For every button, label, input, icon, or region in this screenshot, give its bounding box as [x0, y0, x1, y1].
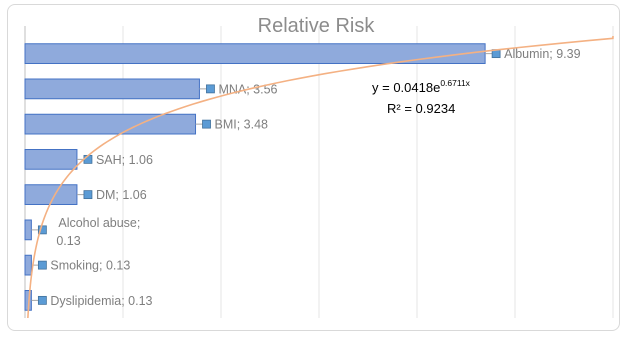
data-label: SAH; 1.06 [96, 153, 153, 167]
data-label: DM; 1.06 [96, 188, 147, 202]
data-label: BMI; 3.48 [215, 118, 269, 132]
trendline-r-squared: R² = 0.9234 [387, 101, 455, 116]
label-marker [37, 295, 47, 305]
bar-alcohol-abuse [24, 219, 32, 241]
chart-title: Relative Risk [258, 15, 376, 37]
bar-bmi [24, 113, 197, 135]
data-label: Dyslipidemia; 0.13 [50, 294, 152, 308]
gridlines [24, 26, 614, 318]
label-marker [37, 260, 47, 270]
label-marker [83, 190, 93, 200]
trendline [27, 35, 614, 319]
label-marker [202, 119, 211, 129]
bar-mna [24, 78, 200, 100]
bar-sah [24, 149, 78, 170]
data-label: Smoking; 0.13 [50, 259, 130, 273]
data-label: Alcohol abuse; 0.13 [56, 216, 140, 248]
trendline-equation: y = 0.0418e0.6711x [372, 78, 471, 95]
data-label: Albumin; 9.39 [504, 47, 580, 61]
bar-smoking [24, 254, 32, 276]
label-marker [206, 84, 215, 94]
